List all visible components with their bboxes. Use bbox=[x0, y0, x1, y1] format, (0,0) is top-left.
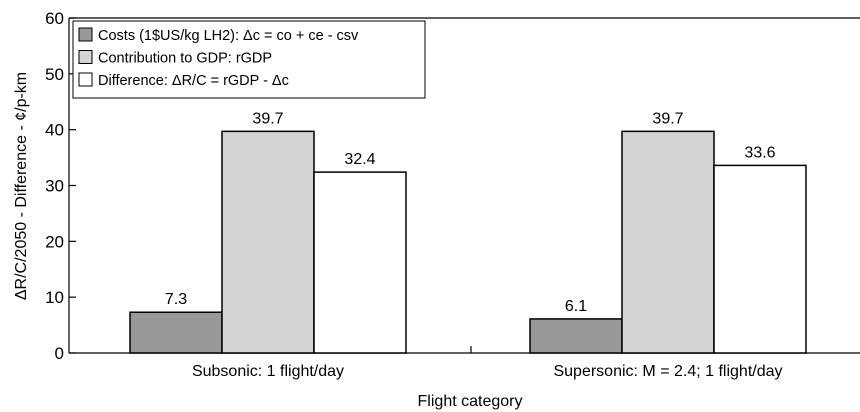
y-tick-label: 50 bbox=[45, 65, 64, 84]
y-tick-label: 40 bbox=[45, 121, 64, 140]
y-tick-label: 60 bbox=[45, 9, 64, 28]
legend-swatch bbox=[78, 50, 93, 64]
plot-area: 0 10 20 30 40 50 60 7.3 39.7 32.4 Subsonic: 1 flig… bbox=[45, 9, 860, 380]
bar-3-1 bbox=[313, 171, 407, 354]
legend-swatch bbox=[78, 27, 93, 42]
legend: Costs (1$US/kg LH2): Δc = co + ce - csv C… bbox=[72, 20, 426, 99]
legend-entry: Difference: ΔR/C = rGDP - Δc bbox=[98, 73, 289, 89]
legend-entry: Costs (1$US/kg LH2): Δc = co + ce - csv bbox=[98, 28, 359, 44]
y-tick-label: 0 bbox=[55, 344, 64, 363]
data-label: 32.4 bbox=[344, 151, 375, 168]
category-label: Supersonic: M = 2.4; 1 flight/day bbox=[553, 363, 782, 380]
y-tick-label: 20 bbox=[45, 232, 64, 251]
data-label: 39.7 bbox=[252, 110, 283, 127]
data-label: 6.1 bbox=[565, 298, 587, 315]
bar-2-1 bbox=[221, 130, 315, 354]
legend-swatch bbox=[78, 72, 93, 87]
y-tick-label: 30 bbox=[45, 177, 64, 196]
y-tick-label: 10 bbox=[45, 288, 64, 307]
bar-1-1 bbox=[129, 311, 223, 354]
data-label: 33.6 bbox=[744, 144, 775, 161]
legend-box bbox=[72, 20, 426, 99]
data-label: 7.3 bbox=[165, 291, 187, 308]
legend-entry: Contribution to GDP: rGDP bbox=[98, 51, 272, 67]
y-axis-title: ΔR/C/2050 - Difference - ¢/p-km bbox=[13, 72, 30, 300]
data-label: 39.7 bbox=[652, 110, 683, 127]
bar-3-2 bbox=[713, 164, 807, 354]
x-axis-title: Flight category bbox=[418, 393, 523, 410]
bar-1-2 bbox=[529, 318, 623, 354]
bar-2-2 bbox=[621, 130, 715, 354]
category-label: Subsonic: 1 flight/day bbox=[192, 363, 344, 380]
